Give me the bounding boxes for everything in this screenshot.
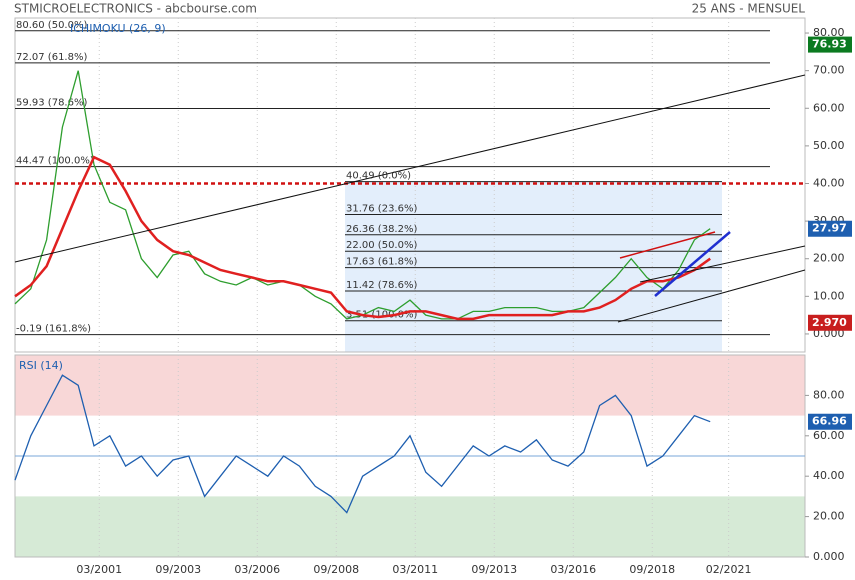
price-badge [808,36,852,53]
x-tick-label: 09/2008 [313,563,359,576]
zone [15,496,805,557]
x-tick-label: 09/2003 [155,563,201,576]
price-badge [808,314,852,331]
series-line [14,374,711,514]
price-badge-label: 66.96 [812,415,847,428]
price-badge-label: 27.97 [812,222,847,235]
fib-label: 3.51 (100.0%) [346,310,417,321]
x-tick-label: 09/2018 [629,563,675,576]
price-badge [808,220,852,237]
x-tick-label: 02/2021 [706,563,752,576]
header-period: 25 ANS - MENSUEL [692,2,806,16]
zone [15,355,805,416]
trend-line [14,74,806,263]
fib-label: 31.76 (23.6%) [346,203,417,214]
y-tick-label: 60.00 [813,429,845,442]
trend-line [639,245,806,283]
y-tick-label: 0.000 [813,550,845,563]
legend-entry: RSI (14) [19,359,63,372]
y-tick-label: 20.00 [813,252,845,265]
x-tick-label: 03/2016 [550,563,596,576]
legend-entry: ICHIMOKU (26, 9) [70,22,166,35]
fib-label: 22.00 (50.0%) [346,240,417,251]
y-tick-label: 80.00 [813,26,845,39]
x-tick-label: 03/2001 [76,563,122,576]
x-tick-label: 09/2013 [471,563,517,576]
y-tick-label: 20.00 [813,510,845,523]
trend-line [619,231,716,259]
fib-label: 17.63 (61.8%) [346,257,417,268]
y-tick-label: 40.00 [813,469,845,482]
y-tick-label: 70.00 [813,64,845,77]
trend-line [617,269,806,323]
y-tick-label: 10.00 [813,289,845,302]
plot: 0.00010.0020.0030.0040.0050.0060.0070.00… [14,17,852,576]
y-tick-label: 80.00 [813,388,845,401]
y-tick-label: 60.00 [813,101,845,114]
fib-label: 26.36 (38.2%) [346,224,417,235]
panel-frame [14,17,806,353]
header-title: STMICROELECTRONICS - abcbourse.com [14,2,257,16]
y-tick-label: 40.00 [813,176,845,189]
trend-line [654,231,731,297]
fib-label: 44.47 (100.0%) [16,156,94,167]
fib-label: -0.19 (161.8%) [16,324,91,335]
fib-label: 80.60 (50.0%) [16,20,87,31]
fib-label: 11.42 (78.6%) [346,280,417,291]
x-tick-label: 03/2011 [392,563,438,576]
fib-label: 59.93 (78.6%) [16,98,87,109]
y-tick-label: 50.00 [813,139,845,152]
x-tick-label: 03/2006 [234,563,280,576]
fib-box [345,181,722,352]
price-badge [808,413,852,430]
series-line [14,155,711,321]
price-badge-label: 2.970 [812,316,847,329]
price-badge-label: 76.93 [812,38,847,51]
fib-label: 72.07 (61.8%) [16,52,87,63]
